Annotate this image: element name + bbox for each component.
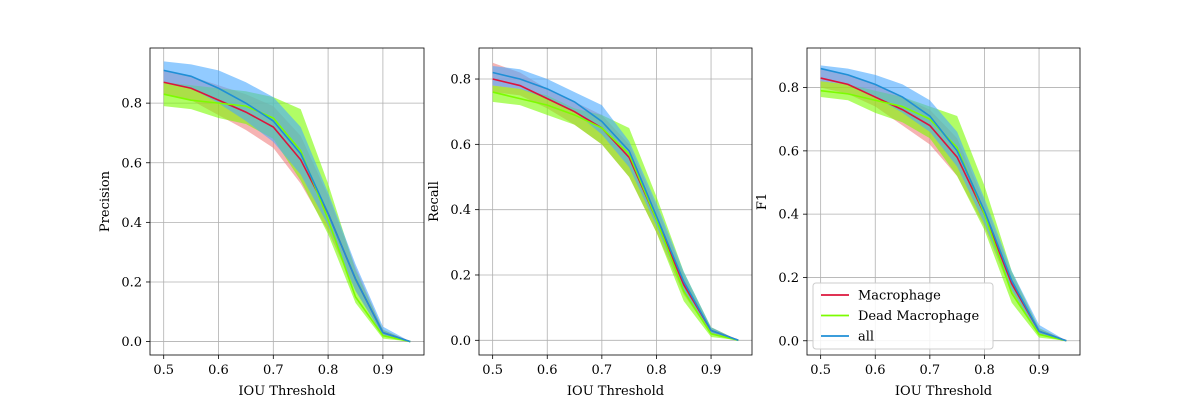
legend: Macrophage Dead Macrophage all [812,282,994,350]
axes-frame [149,47,425,356]
axes-frame [806,47,1081,356]
x-tick-label: 0.9 [701,363,722,378]
x-tick-label: 0.7 [592,363,613,378]
y-tick-label: 0.4 [121,216,142,231]
legend-label-macrophage: Macrophage [858,289,941,304]
x-tick-label: 0.6 [208,363,229,378]
y-tick-label: 0.2 [778,271,799,286]
line-all [492,71,739,342]
x-tick-label: 0.5 [482,363,503,378]
y-tick-label: 0.6 [778,144,799,159]
y-tick-label: 0.8 [121,97,142,112]
x-axis-label: IOU Threshold [895,384,992,399]
x-axis-label: IOU Threshold [238,384,335,399]
y-tick-label: 0.6 [121,156,142,171]
x-axis-label: IOU Threshold [567,384,664,399]
axes-frame [478,47,753,356]
line-all [820,67,1067,342]
x-tick-label: 0.9 [373,363,394,378]
band-all [163,61,411,342]
line-dead-macrophage [163,93,411,343]
line-dead-macrophage [492,91,739,342]
y-axis-label: Recall [427,181,442,222]
x-tick-label: 0.7 [920,363,941,378]
y-tick-label: 0.0 [450,334,471,349]
x-tick-label: 0.5 [153,363,174,378]
y-tick-label: 0.6 [450,138,471,153]
x-tick-label: 0.5 [810,363,831,378]
legend-box [812,282,994,350]
y-tick-label: 0.4 [778,208,799,223]
legend-label-all: all [858,330,874,345]
y-tick-label: 0.2 [450,268,471,283]
y-tick-label: 0.0 [778,334,799,349]
y-tick-label: 0.2 [121,275,142,290]
x-tick-label: 0.9 [1029,363,1050,378]
y-axis-label: F1 [755,193,770,210]
y-tick-label: 0.8 [778,81,799,96]
subplot-precision: 0.5 0.6 0.7 0.8 0.9 0.0 0.2 0.4 0.6 0.8 IOU Thresh… [98,47,425,399]
x-tick-label: 0.8 [974,363,995,378]
y-tick-label: 0.8 [450,73,471,88]
y-axis-label: Precision [98,170,113,232]
y-tick-label: 0.4 [450,203,471,218]
legend-label-dead-macrophage: Dead Macrophage [858,309,979,324]
x-tick-label: 0.7 [263,363,284,378]
y-tick-label: 0.0 [121,335,142,350]
band-dead-macrophage [492,85,739,341]
x-tick-label: 0.6 [537,363,558,378]
x-tick-label: 0.8 [318,363,339,378]
line-all [163,69,411,343]
x-tick-label: 0.8 [646,363,667,378]
subplot-recall: 0.5 0.6 0.7 0.8 0.9 0.0 0.2 0.4 0.6 0.8 IOU Thresh… [427,47,753,399]
x-tick-label: 0.6 [865,363,886,378]
